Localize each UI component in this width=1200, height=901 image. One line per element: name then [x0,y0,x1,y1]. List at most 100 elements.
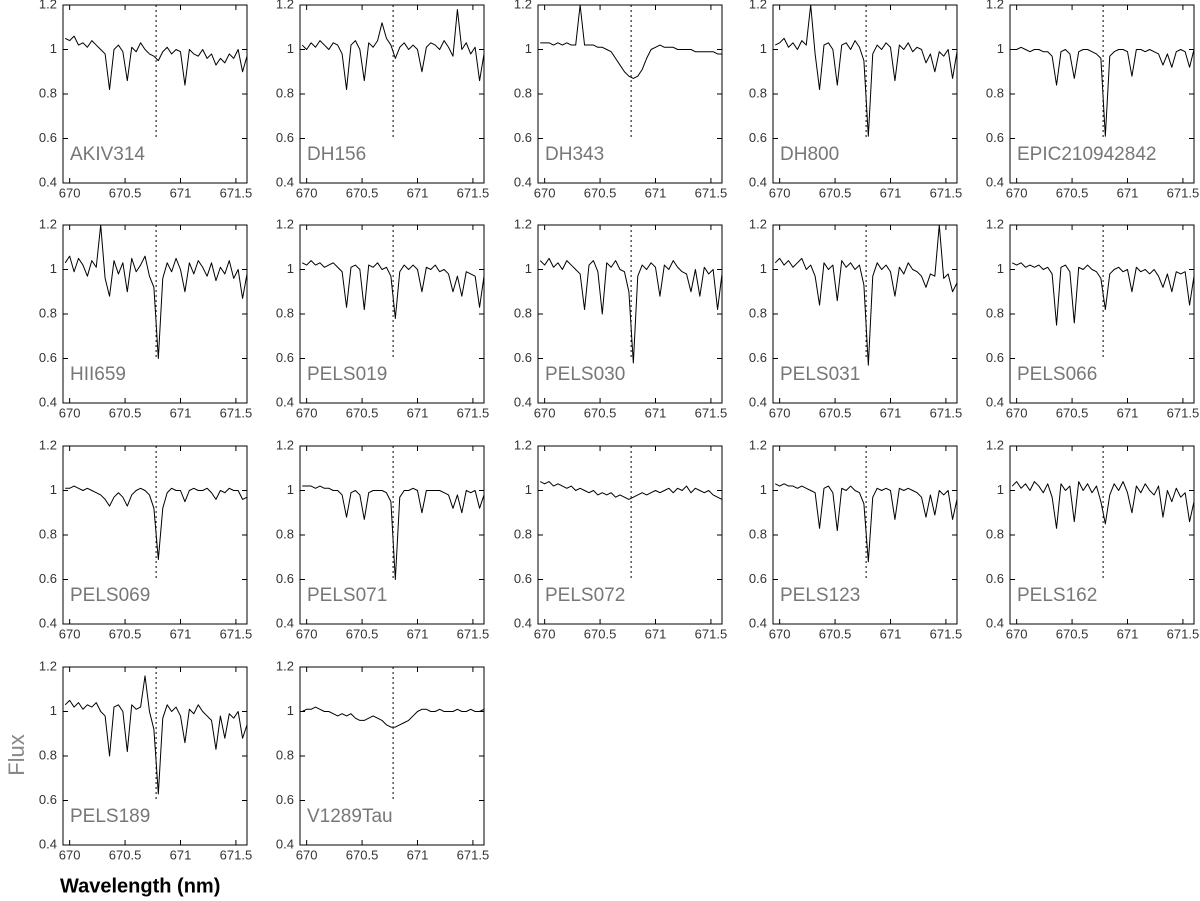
panel-label: PELS162 [1017,585,1097,606]
panel: 0.4 0.6 0.8 1 1.2 670 670.5 671 671.5 PELS019 [276,216,489,420]
x-tick-label: 671.5 [930,185,963,200]
spectrum-line [301,260,485,319]
y-tick-label: 0.4 [514,615,532,630]
y-tick-label: 0.4 [749,615,767,630]
x-tick-label: 671.5 [220,626,253,641]
x-tick-label: 670 [1006,405,1028,420]
y-tick-label: 1.2 [276,216,294,231]
y-tick-label: 0.8 [276,747,294,762]
x-tick-label: 670.5 [819,405,852,420]
y-tick-label: 1.2 [39,658,57,673]
y-tick-label: 0.6 [39,130,57,145]
y-tick-label: 1 [760,41,767,56]
x-tick-label: 670.5 [1056,626,1089,641]
x-tick-label: 671 [170,847,192,862]
x-tick-label: 671 [407,405,429,420]
spectrum-line [1011,481,1195,529]
y-tick-label: 1.2 [749,216,767,231]
y-tick-label: 1.2 [749,0,767,11]
y-tick-label: 1 [997,482,1004,497]
x-tick-label: 670 [59,405,81,420]
y-tick-label: 0.4 [39,174,57,189]
y-tick-label: 0.6 [39,792,57,807]
y-tick-label: 1 [287,261,294,276]
y-tick-label: 0.6 [986,571,1004,586]
y-axis-label: Flux [4,734,29,776]
y-tick-label: 1.2 [749,437,767,452]
panel-label: V1289Tau [307,806,393,827]
x-tick-label: 670.5 [584,185,617,200]
y-tick-label: 0.6 [749,130,767,145]
y-tick-label: 1 [760,261,767,276]
x-tick-label: 671 [1117,185,1139,200]
y-tick-label: 1.2 [276,658,294,673]
y-tick-label: 0.6 [514,130,532,145]
x-tick-label: 671.5 [695,185,728,200]
x-tick-label: 671.5 [1167,185,1200,200]
x-tick-label: 671.5 [457,185,490,200]
y-tick-label: 1.2 [986,0,1004,11]
y-tick-label: 0.6 [749,571,767,586]
spectrum-line [540,4,722,79]
spectrum-line [64,675,248,795]
panel: 0.4 0.6 0.8 1 1.2 670 670.5 671 671.5 PELS071 [276,437,489,641]
y-tick-label: 0.4 [39,836,57,851]
x-tick-label: 670.5 [109,847,142,862]
x-tick-label: 670 [296,185,318,200]
spectrum-line [301,706,485,728]
y-tick-label: 0.8 [39,305,57,320]
x-tick-label: 671 [170,405,192,420]
x-tick-label: 670 [769,185,791,200]
x-tick-label: 670.5 [109,185,142,200]
y-tick-label: 1.2 [514,216,532,231]
y-tick-label: 1 [525,261,532,276]
x-tick-label: 670.5 [346,847,379,862]
y-tick-label: 0.8 [276,526,294,541]
y-tick-label: 0.8 [39,85,57,100]
y-tick-label: 0.4 [986,174,1004,189]
panel: 0.4 0.6 0.8 1 1.2 670 670.5 671 671.5 DH800 [749,0,962,200]
x-axis-label: Wavelength (nm) [60,875,220,897]
y-tick-label: 0.8 [39,526,57,541]
y-tick-label: 0.4 [514,394,532,409]
spectrum-line [539,481,723,500]
y-tick-label: 0.6 [514,571,532,586]
x-tick-label: 671.5 [695,405,728,420]
y-tick-label: 1 [287,482,294,497]
x-tick-label: 671 [880,405,902,420]
y-tick-label: 0.4 [986,394,1004,409]
x-tick-label: 670 [59,626,81,641]
x-tick-label: 670 [769,626,791,641]
spectrum-line [1012,46,1195,137]
x-tick-label: 670.5 [584,405,617,420]
y-tick-label: 0.6 [514,350,532,365]
y-tick-label: 1 [287,41,294,56]
panel-label: PELS031 [780,364,860,385]
y-tick-label: 1.2 [39,216,57,231]
y-tick-label: 0.6 [749,350,767,365]
x-tick-label: 670 [534,405,556,420]
panel-label: PELS069 [70,585,150,606]
y-tick-label: 1 [50,703,57,718]
x-tick-label: 671 [880,626,902,641]
panel: 0.4 0.6 0.8 1 1.2 670 670.5 671 671.5 DH343 [514,0,727,200]
spectrum-line [301,8,485,91]
spectrum-line [1011,262,1195,326]
spectrum-line [539,257,723,364]
y-tick-label: 1.2 [39,0,57,11]
panel: 0.4 0.6 0.8 1 1.2 670 670.5 671 671.5 PELS066 [986,216,1199,420]
panel-label: PELS071 [307,585,387,606]
panel-label: PELS019 [307,364,387,385]
y-tick-label: 1.2 [514,0,532,11]
panel: 0.4 0.6 0.8 1 1.2 670 670.5 671 671.5 HII659 [39,216,252,420]
y-tick-label: 0.8 [986,526,1004,541]
panel-label: PELS123 [780,585,860,606]
y-tick-label: 0.4 [276,394,294,409]
panel-label: DH800 [780,144,839,165]
y-tick-label: 1 [525,41,532,56]
y-tick-label: 0.6 [986,130,1004,145]
x-tick-label: 670 [769,405,791,420]
panel: 0.4 0.6 0.8 1 1.2 670 670.5 671 671.5 PELS030 [514,216,727,420]
